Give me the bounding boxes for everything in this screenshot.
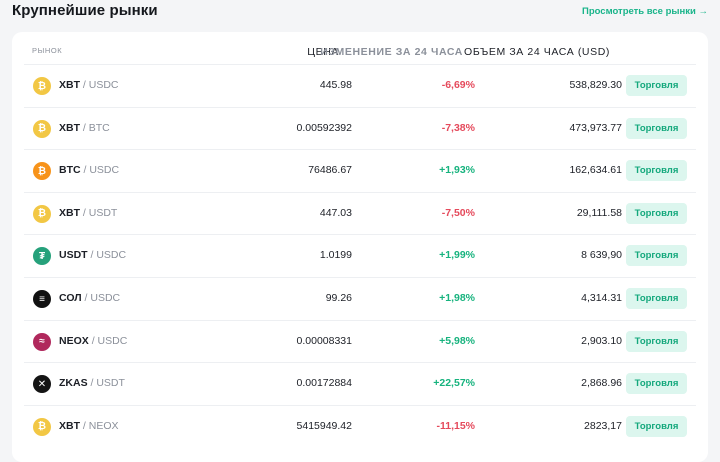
volume-cell: 4,314.31 xyxy=(581,292,622,304)
table-row: ₿ XBT / NEOX 5415949.42 -11,15% 2823,17 Торго… xyxy=(24,404,696,448)
volume-cell: 2,868.96 xyxy=(581,377,622,390)
trade-button[interactable]: Торговля xyxy=(626,373,687,395)
trade-button[interactable]: Торговля xyxy=(626,245,687,267)
change-cell: +1,98% xyxy=(439,292,475,304)
table-row: ₿ BTC / USDC 76486.67 +1,93% 162,634.61 Торго… xyxy=(24,149,696,192)
price-cell: 0.00008331 xyxy=(296,334,352,347)
tether-icon: ₮ xyxy=(33,247,51,266)
page-title: Крупнейшие рынки xyxy=(12,2,158,19)
volume-cell: 473,973.77 xyxy=(569,121,622,134)
price-cell: 447.03 xyxy=(319,206,352,219)
trade-button[interactable]: Торговля xyxy=(626,75,687,96)
bitcoin-icon: ₿ xyxy=(33,417,51,436)
pair-quote: / USDT xyxy=(90,377,125,390)
change-cell: -6,69% xyxy=(441,79,475,91)
table-row: ₿ XBT / BTC 0.00592392 -7,38% 473,973.77 Торг… xyxy=(24,106,696,150)
markets-table-card: РЫНОК ЦЕНА ИЗМЕНЕНИЕ ЗА 24 ЧАСА ОБЪЕМ ЗА… xyxy=(12,32,708,462)
price-cell: 0.00592392 xyxy=(296,121,352,134)
change-cell: +1,93% xyxy=(439,164,475,177)
table-row: ₮ USDT / USDC 1.0199 +1,99% 8 639,90 Торговля xyxy=(24,234,696,277)
change-cell: +5,98% xyxy=(439,334,475,347)
pair-base: XBT xyxy=(59,419,80,432)
bitcoin-icon: ₿ xyxy=(33,204,51,223)
trade-button[interactable]: Торговля xyxy=(626,415,687,437)
zkas-icon: ✕ xyxy=(33,375,51,394)
bitcoin-icon: ₿ xyxy=(33,162,51,181)
table-row: ₿ XBT / USDT 447.03 -7,50% 29,111.58 Торговля xyxy=(24,191,696,235)
bitcoin-icon: ₿ xyxy=(33,119,51,138)
pair-base: ZKAS xyxy=(59,377,88,390)
change-cell: -7,38% xyxy=(441,121,475,134)
price-cell: 76486.67 xyxy=(308,164,352,177)
table-row: ✕ ZKAS / USDT 0.00172884 +22,57% 2,868.96 Тор… xyxy=(24,362,696,405)
pair-base: USDT xyxy=(59,249,88,262)
pair-quote: / USDC xyxy=(84,292,121,304)
market-pair[interactable]: NEOX / USDC xyxy=(59,335,127,347)
neox-icon: ≈ xyxy=(33,332,51,351)
price-cell: 99.26 xyxy=(325,292,352,304)
price-cell: 0.00172884 xyxy=(296,377,352,390)
trade-button[interactable]: Торговля xyxy=(626,117,687,139)
change-cell: +1,99% xyxy=(439,249,475,262)
change-cell: -11,15% xyxy=(436,419,475,432)
trade-button[interactable]: Торговля xyxy=(626,330,687,352)
market-pair[interactable]: СОЛ / USDC xyxy=(59,292,120,304)
pair-base: XBT xyxy=(59,79,80,91)
market-pair[interactable]: XBT / USDC xyxy=(59,79,119,91)
change-cell: +22,57% xyxy=(433,377,475,390)
pair-quote: / USDC xyxy=(90,249,127,262)
column-header-market: РЫНОК xyxy=(32,46,63,55)
volume-cell: 8 639,90 xyxy=(581,249,622,262)
change-cell: -7,50% xyxy=(441,206,475,219)
price-cell: 1.0199 xyxy=(319,249,352,262)
volume-cell: 2823,17 xyxy=(584,419,622,432)
view-all-markets-link[interactable]: Просмотреть все рынки → xyxy=(581,6,708,17)
trade-button[interactable]: Торговля xyxy=(626,202,687,224)
volume-cell: 538,829.30 xyxy=(569,79,622,91)
pair-quote: / USDC xyxy=(82,79,119,91)
pair-quote: / USDC xyxy=(91,334,128,347)
pair-base: NEOX xyxy=(59,334,89,347)
volume-cell: 162,634.61 xyxy=(569,164,622,177)
pair-base: XBT xyxy=(59,206,80,219)
trade-button[interactable]: Торговля xyxy=(626,160,687,182)
table-row: ≈ NEOX / USDC 0.00008331 +5,98% 2,903.10 Торг… xyxy=(24,319,696,363)
pair-quote: / USDC xyxy=(83,164,120,177)
pair-base: СОЛ xyxy=(59,292,82,304)
volume-cell: 2,903.10 xyxy=(581,334,622,347)
price-cell: 5415949.42 xyxy=(296,419,352,432)
table-row: ₿ XBT / USDC 445.98 -6,69% 538,829.30 Торговл… xyxy=(24,64,696,107)
table-header: РЫНОК ЦЕНА ИЗМЕНЕНИЕ ЗА 24 ЧАСА ОБЪЕМ ЗА… xyxy=(12,32,708,66)
bitcoin-icon: ₿ xyxy=(33,77,51,95)
markets-header: Крупнейшие рынки Просмотреть все рынки → xyxy=(12,0,708,24)
pair-quote: / BTC xyxy=(82,121,110,134)
market-pair[interactable]: BTC / USDC xyxy=(59,164,119,176)
pair-base: XBT xyxy=(59,121,80,134)
solana-icon: ≡ xyxy=(33,290,51,308)
trade-button[interactable]: Торговля xyxy=(626,288,687,309)
table-row: ≡ СОЛ / USDC 99.26 +1,98% 4,314.31 Торговля xyxy=(24,277,696,320)
market-pair[interactable]: XBT / BTC xyxy=(59,122,110,134)
pair-quote: / NEOX xyxy=(82,419,119,432)
column-header-volume: ОБЪЕМ ЗА 24 ЧАСА (USD) xyxy=(464,46,610,58)
market-pair[interactable]: ZKAS / USDT xyxy=(59,377,125,389)
market-pair[interactable]: XBT / NEOX xyxy=(59,420,119,432)
price-cell: 445.98 xyxy=(319,79,352,91)
pair-quote: / USDT xyxy=(82,206,118,219)
column-header-change: ИЗМЕНЕНИЕ ЗА 24 ЧАСА xyxy=(320,46,463,58)
column-header-price: ЦЕНА xyxy=(307,46,339,58)
pair-base: BTC xyxy=(59,164,81,177)
market-pair[interactable]: XBT / USDT xyxy=(59,207,117,219)
volume-cell: 29,111.58 xyxy=(576,206,622,219)
market-pair[interactable]: USDT / USDC xyxy=(59,249,126,261)
